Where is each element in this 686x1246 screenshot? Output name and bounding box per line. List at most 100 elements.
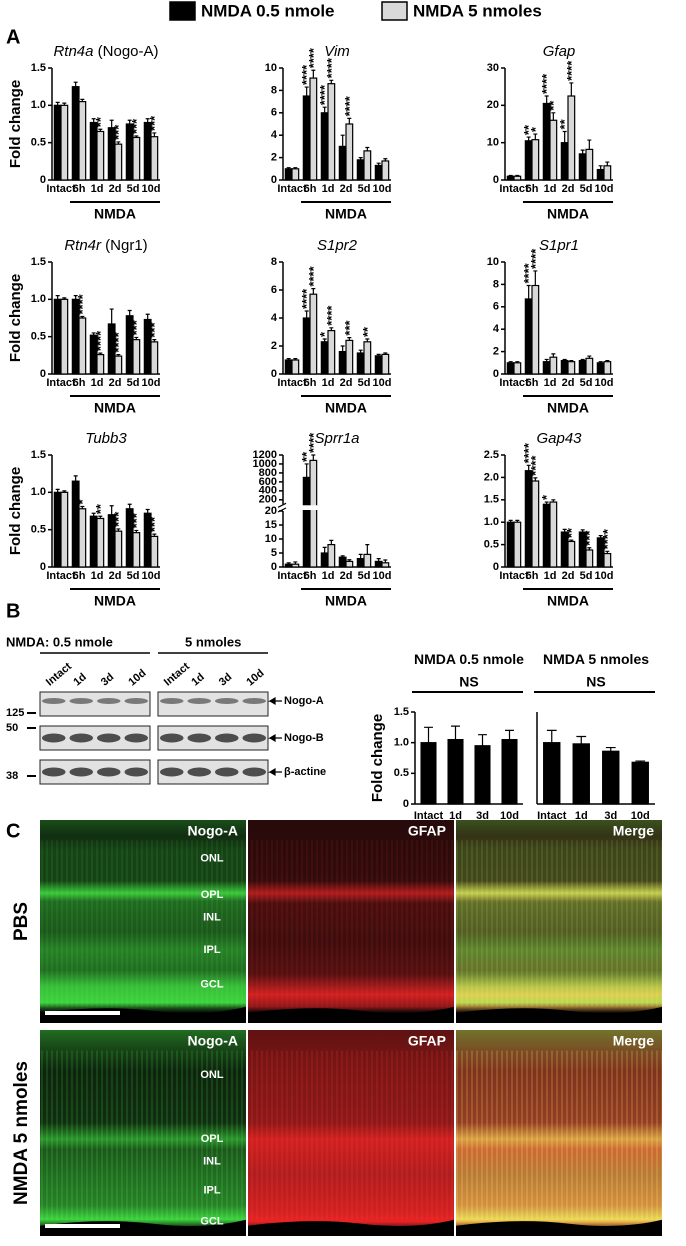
significance: * [528,126,543,132]
layer-label: INL [203,911,221,923]
y-tick-label: 8 [493,278,499,290]
micrograph-fibers [456,1050,662,1220]
error-bar [587,139,592,150]
y-tick-label: 1000 [253,458,277,470]
chart-title: Tubb3 [85,430,127,447]
significance: ** [93,116,108,127]
y-axis-label: Fold change [369,714,386,802]
bar [572,743,590,805]
error-bar [383,158,388,161]
bar [374,355,383,375]
blot-group-label: NMDA: 0.5 nmole [6,634,113,649]
bar [53,298,62,375]
lane-label: 10d [126,667,148,688]
lane-label: 1d [189,671,207,688]
bar [513,362,522,375]
micrograph-fibers [248,1050,454,1220]
error-bar [569,539,574,542]
y-tick-label: 2 [493,346,499,358]
blot-band [42,733,66,743]
x-tick-label: Intact [46,570,76,582]
significance: ** [564,527,579,538]
y-axis-label: Fold change [7,80,24,168]
y-axis-label: Fold change [7,274,24,362]
y-tick-label: 2.0 [484,471,499,483]
y-tick-label: 1.5 [31,62,46,74]
y-tick-label: 2.5 [484,449,499,461]
bar [603,361,612,375]
error-bar [515,174,520,177]
significance: **** [324,57,339,78]
x-tick-label: 2d [109,183,122,195]
error-bar [73,295,78,300]
group-label: NMDA [325,593,367,609]
y-tick-label: 1.0 [31,486,46,498]
blot-band [124,733,148,743]
x-tick-label: 2d [562,377,575,389]
x-tick-label: 5d [127,570,140,582]
title-gene: Gap43 [536,430,582,447]
bar [567,540,576,568]
significance: * [539,494,554,500]
micrograph [248,820,454,1023]
bar [132,532,141,568]
x-tick-label: 2d [109,377,122,389]
tissue-edge [248,1006,454,1023]
error-bar [286,167,291,169]
bar [89,121,98,181]
micrograph-fibers [40,1050,246,1220]
bar [320,341,329,375]
error-bar [134,336,139,340]
error-bar [365,544,370,555]
bar [132,339,141,375]
micrograph-fibers [248,840,454,1007]
x-tick-label: 1d [544,377,557,389]
bar [96,130,105,181]
x-tick-label: 6h [73,570,86,582]
error-bar [605,550,610,554]
band-arrow [267,767,282,777]
group-label: NMDA [94,206,136,222]
bar [53,491,62,568]
legend-swatch [381,1,408,21]
significance: *** [147,115,162,131]
bar [513,175,522,181]
error-bar [304,86,309,96]
error-bar [605,161,610,166]
y-tick-label: 0 [493,561,499,573]
micrograph-title: Nogo-A [187,823,238,839]
bar [567,95,576,181]
y-tick-label: 0 [40,174,46,186]
bar [506,175,515,181]
significance: * [317,331,332,337]
error-bar [329,79,334,84]
bar [596,168,605,181]
y-tick-label: 0.5 [31,524,46,536]
bar [603,552,612,568]
y-tick-label: 2 [271,152,277,164]
blot-band [242,698,266,704]
error-bar [311,69,316,79]
bar [89,515,98,568]
x-tick-label: 5d [580,377,593,389]
bar [291,563,300,568]
bar [114,143,123,181]
error-bar [116,353,121,357]
group-label: NMDA [547,206,589,222]
bar [578,153,587,181]
x-tick-label: Intact [414,810,444,822]
error-bar [98,352,103,355]
bar [302,95,311,181]
error-bar [562,130,567,143]
blot-band [187,698,211,704]
layer-label: OPL [201,889,224,901]
title-gene: NMDA 5 nmoles [543,651,649,667]
bar [302,317,311,375]
error-bar [80,98,85,102]
significance: **** [521,262,536,283]
significance: * [75,499,90,505]
y-tick-label: 0 [40,561,46,573]
bar [603,165,612,181]
title-gene: Sprr1a [314,430,359,447]
x-tick-label: 1d [322,183,335,195]
